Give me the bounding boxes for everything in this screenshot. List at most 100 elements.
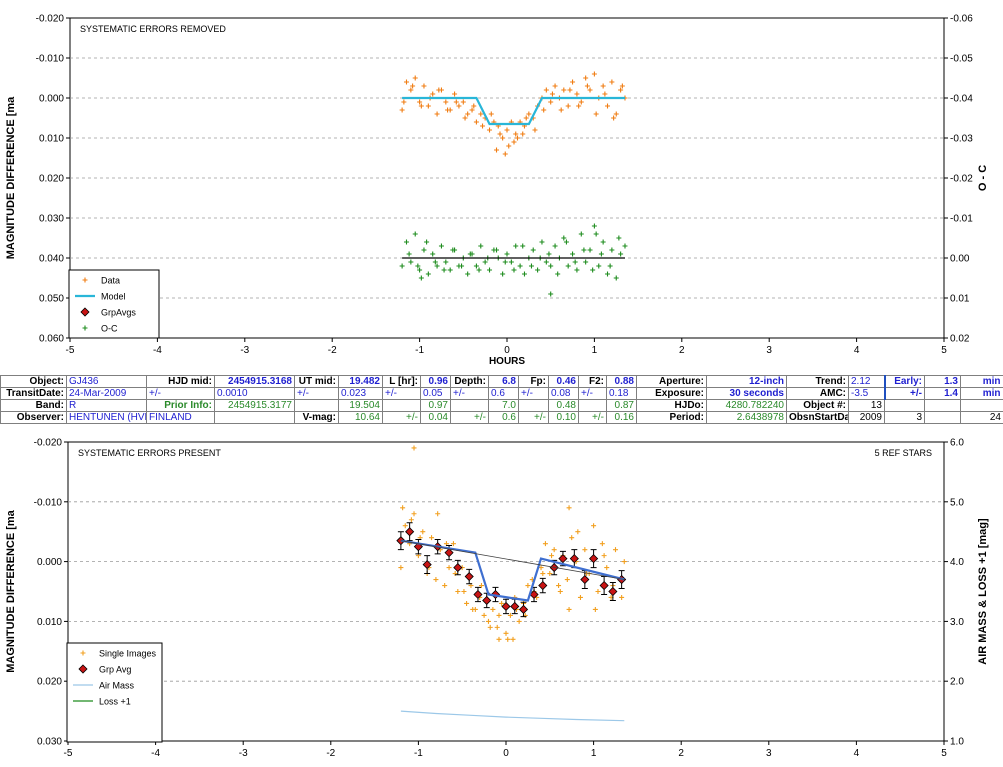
- data-point: [421, 83, 427, 89]
- info-cell: Object #:: [786, 399, 849, 412]
- y2-axis-label: O - C: [977, 165, 989, 191]
- data-point: [511, 267, 517, 273]
- info-cell: 30 seconds: [706, 387, 787, 400]
- data-point: [607, 263, 613, 269]
- group-average-point: [580, 574, 590, 585]
- data-point: [513, 131, 519, 137]
- chart-title: SYSTEMATIC ERRORS REMOVED: [80, 24, 226, 34]
- data-point: [424, 239, 430, 245]
- data-point: [478, 243, 484, 249]
- data-point: [421, 247, 427, 253]
- data-point: [442, 583, 448, 589]
- legend-entry: Single Images: [99, 649, 157, 659]
- legend-entry: Loss +1: [99, 697, 131, 707]
- data-point: [601, 553, 607, 559]
- info-cell: [578, 399, 607, 412]
- y-tick-label: 0.010: [37, 617, 62, 628]
- info-cell: +/-: [146, 387, 215, 400]
- data-point: [508, 259, 514, 265]
- legend-marker: [80, 650, 86, 656]
- chart-title: SYSTEMATIC ERRORS PRESENT: [78, 448, 221, 458]
- info-cell: min: [960, 387, 1003, 400]
- data-point: [487, 624, 493, 630]
- data-point: [465, 271, 471, 277]
- legend-marker: [82, 277, 88, 283]
- group-average-point: [589, 554, 599, 564]
- x-tick-label: 4: [854, 748, 860, 759]
- info-cell: 0.08: [548, 387, 579, 400]
- x-tick-label: 5: [941, 345, 947, 356]
- info-cell: +/-: [578, 411, 607, 424]
- group-average-point: [608, 586, 618, 597]
- info-cell: Object:: [0, 375, 67, 388]
- data-point: [487, 267, 493, 273]
- info-cell: [960, 399, 1003, 412]
- data-point: [453, 99, 459, 105]
- data-point: [548, 99, 554, 105]
- data-point: [488, 111, 494, 117]
- data-point: [618, 251, 624, 257]
- info-cell: +/-: [294, 387, 339, 400]
- data-point: [464, 600, 470, 606]
- data-point: [613, 547, 618, 553]
- data-point: [411, 445, 417, 451]
- data-point: [425, 103, 431, 109]
- data-point: [552, 243, 558, 249]
- info-row: TransitDate: 24-Mar-2009 +/- 0.0010 +/- 0.023…: [0, 387, 1003, 400]
- info-cell: 2454915.3168: [214, 375, 295, 388]
- data-point: [548, 291, 554, 297]
- info-row: Observer: HENTUNEN (HVP) FINLAND V-mag: 10.6…: [0, 411, 1003, 424]
- info-cell: +/-: [382, 411, 421, 424]
- data-point: [605, 103, 611, 109]
- data-point: [496, 636, 502, 642]
- group-average-point: [482, 595, 492, 606]
- info-cell: 6.8: [488, 375, 519, 388]
- data-point: [408, 259, 414, 265]
- data-point: [447, 267, 453, 273]
- info-cell: +/-: [450, 387, 489, 400]
- data-point: [532, 127, 538, 133]
- plot-area: [69, 17, 945, 339]
- data-point: [514, 135, 520, 141]
- data-point: [593, 231, 599, 237]
- data-point: [587, 247, 593, 253]
- group-average-point: [453, 563, 463, 573]
- data-point: [461, 589, 467, 594]
- data-point: [446, 565, 452, 571]
- data-point: [591, 71, 597, 77]
- data-point: [506, 143, 512, 149]
- group-average-point: [529, 589, 539, 600]
- info-cell: R: [66, 399, 147, 412]
- data-point: [520, 243, 526, 249]
- data-point: [459, 263, 465, 269]
- x-tick-label: 0: [503, 748, 509, 759]
- data-point: [581, 247, 587, 253]
- data-point: [563, 239, 569, 245]
- data-point: [417, 99, 423, 105]
- data-point: [494, 624, 500, 630]
- data-point: [576, 103, 582, 109]
- y2-tick-label: 4.0: [950, 557, 964, 568]
- info-cell: GJ436: [66, 375, 147, 388]
- data-point: [598, 251, 604, 257]
- legend-entry: GrpAvgs: [101, 308, 136, 318]
- data-point: [504, 127, 510, 133]
- data-point: [548, 263, 554, 269]
- x-tick-label: 0: [504, 345, 510, 356]
- data-point: [556, 583, 562, 589]
- y-tick-label: -0.010: [34, 497, 63, 508]
- data-point: [430, 251, 436, 257]
- data-point: [410, 83, 416, 89]
- y2-tick-label: 1.0: [950, 737, 964, 748]
- data-point: [575, 529, 581, 535]
- y-tick-label: 0.020: [37, 677, 62, 688]
- data-point: [471, 103, 477, 109]
- data-point: [490, 606, 496, 612]
- legend-marker: [82, 325, 88, 331]
- series-line: [400, 710, 625, 722]
- data-point: [577, 594, 583, 600]
- data-point: [478, 111, 484, 117]
- data-point: [487, 127, 493, 133]
- data-point: [399, 263, 405, 269]
- data-point: [513, 243, 519, 249]
